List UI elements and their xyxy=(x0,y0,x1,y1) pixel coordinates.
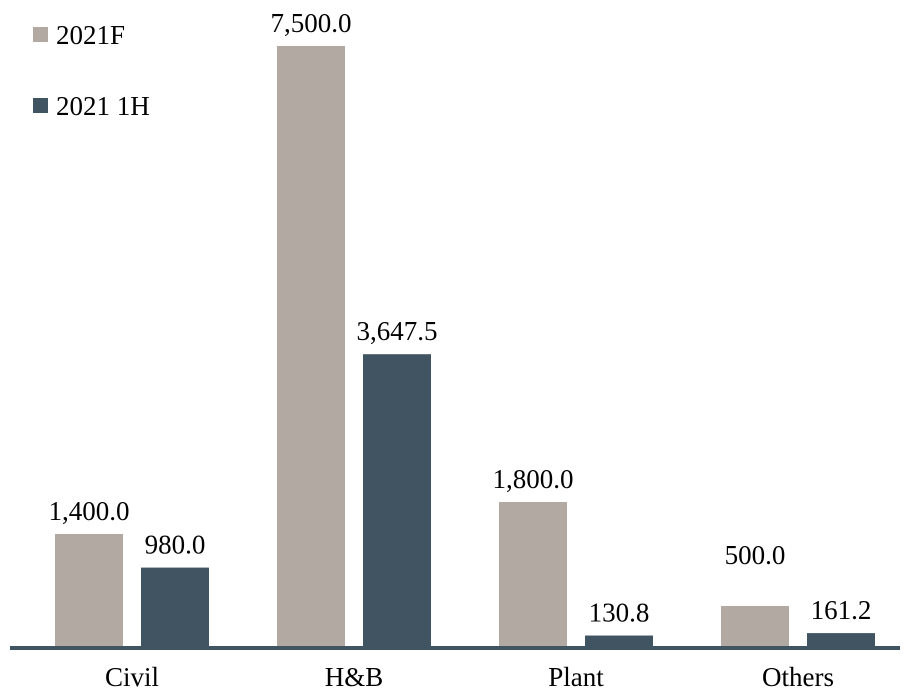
legend-label-2021f: 2021F xyxy=(56,20,125,50)
value-label-others-2021-1h: 161.2 xyxy=(811,595,872,625)
legend-swatch-2021f xyxy=(33,27,48,42)
bar-plant-2021f xyxy=(499,502,567,646)
legend: 2021F 2021 1H xyxy=(33,20,150,121)
value-label-civil-2021-1h: 980.0 xyxy=(145,530,206,560)
value-label-civil-2021f: 1,400.0 xyxy=(49,496,130,526)
x-tick-label-civil: Civil xyxy=(105,662,159,692)
value-label-others-2021f: 500.0 xyxy=(725,540,786,570)
value-label-plant-2021-1h: 130.8 xyxy=(589,598,650,628)
x-tick-labels: Civil H&B Plant Others xyxy=(105,662,834,692)
bars-layer xyxy=(55,46,875,646)
bar-others-2021-1h xyxy=(807,633,875,646)
bar-others-2021f xyxy=(721,606,789,646)
x-tick-label-others: Others xyxy=(762,662,834,692)
bar-h-b-2021-1h xyxy=(363,354,431,646)
bar-civil-2021f xyxy=(55,534,123,646)
x-tick-label-plant: Plant xyxy=(548,662,604,692)
value-label-h-b-2021-1h: 3,647.5 xyxy=(357,316,438,346)
x-tick-label-h-b: H&B xyxy=(325,662,384,692)
bar-civil-2021-1h xyxy=(141,567,209,646)
legend-swatch-2021-1h xyxy=(33,98,48,113)
value-label-h-b-2021f: 7,500.0 xyxy=(271,8,352,38)
value-label-plant-2021f: 1,800.0 xyxy=(493,464,574,494)
value-labels-layer: 1,400.0 980.0 7,500.0 3,647.5 1,800.0 130.8 50… xyxy=(49,8,872,628)
bar-plant-2021-1h xyxy=(585,635,653,646)
legend-label-2021-1h: 2021 1H xyxy=(56,91,150,121)
bar-h-b-2021f xyxy=(277,46,345,646)
